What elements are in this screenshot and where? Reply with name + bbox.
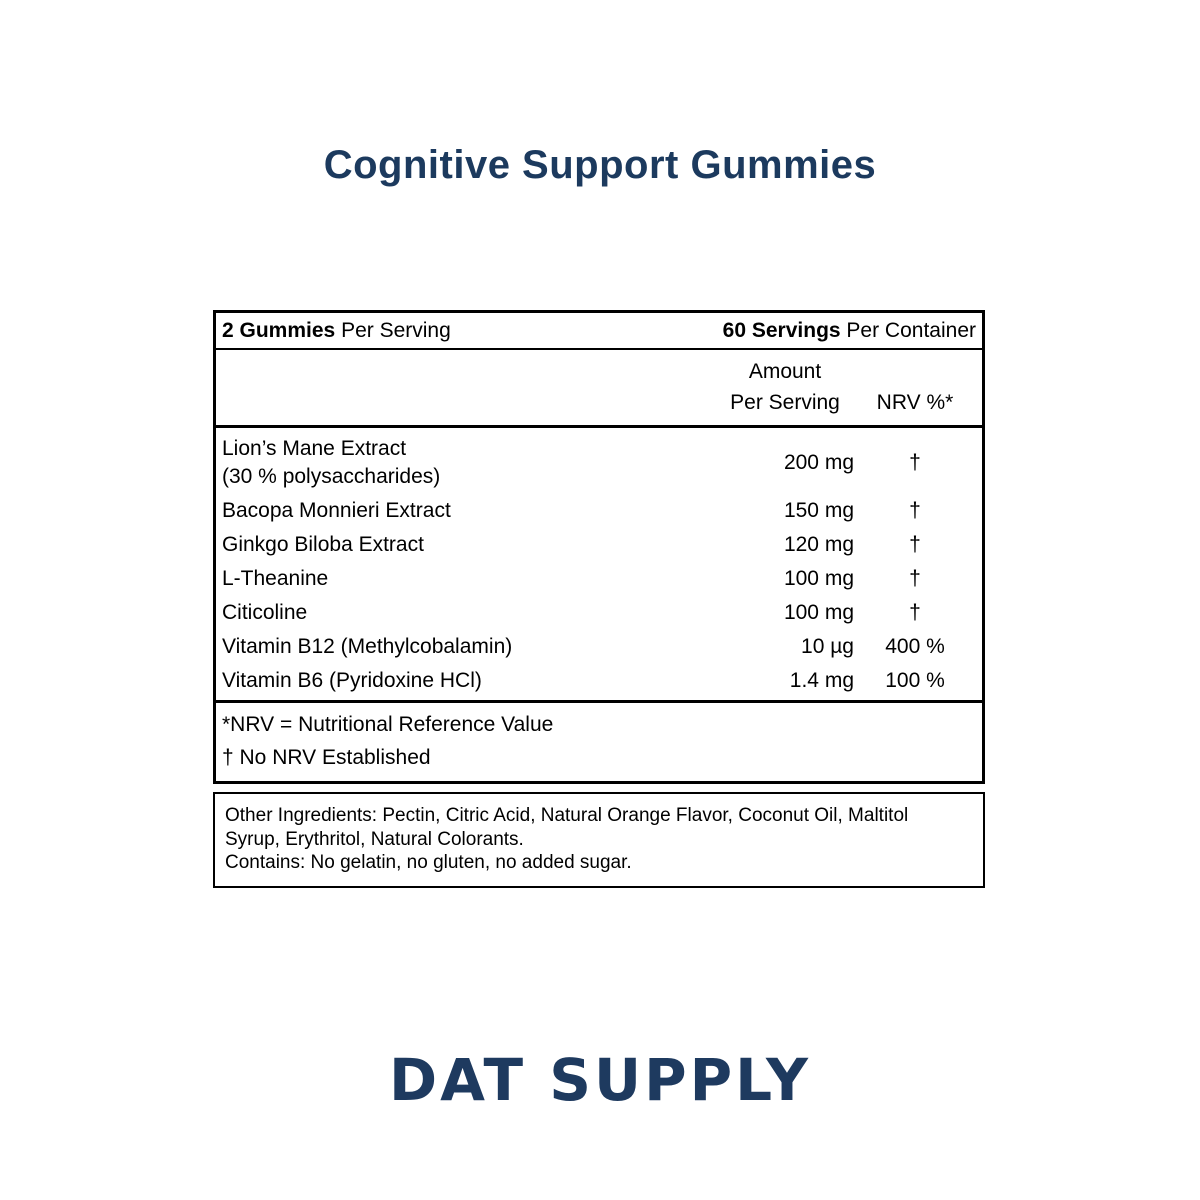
ingredient-name: L-Theanine: [222, 565, 716, 593]
servings-per-container: 60 Servings Per Container: [723, 317, 976, 344]
ingredient-name-line1: Lion’s Mane Extract: [222, 437, 407, 460]
ingredient-name: Ginkgo Biloba Extract: [222, 531, 716, 559]
ingredient-name-line1: Ginkgo Biloba Extract: [222, 533, 424, 556]
ingredient-name-line1: Vitamin B12 (Methylcobalamin): [222, 635, 513, 658]
amount-column-header: Amount Per Serving: [716, 356, 854, 418]
ingredient-name: Citicoline: [222, 599, 716, 627]
ingredient-nrv: †: [909, 499, 921, 522]
ingredient-name: Vitamin B12 (Methylcobalamin): [222, 633, 716, 661]
table-row: Lion’s Mane Extract (30 % polysaccharide…: [216, 432, 982, 494]
table-row: Citicoline 100 mg †: [216, 596, 982, 630]
table-footnotes: *NRV = Nutritional Reference Value † No …: [216, 700, 982, 781]
ingredient-nrv: †: [909, 567, 921, 590]
ingredient-name-line1: Citicoline: [222, 601, 308, 624]
other-ingredients-box: Other Ingredients: Pectin, Citric Acid, …: [213, 792, 985, 888]
amount-header-line2: Per Serving: [730, 391, 840, 414]
contains-text: Contains: No gelatin, no gluten, no adde…: [225, 852, 632, 873]
ingredient-name-line1: Vitamin B6 (Pyridoxine HCl): [222, 669, 482, 692]
ingredient-name-line2: (30 % polysaccharides): [222, 465, 441, 488]
serving-size-value: 2 Gummies: [222, 319, 336, 342]
serving-size-label: Per Serving: [341, 319, 451, 342]
serving-info-row: 2 Gummies Per Serving 60 Servings Per Co…: [216, 313, 982, 350]
table-row: Vitamin B6 (Pyridoxine HCl) 1.4 mg 100 %: [216, 664, 982, 698]
table-row: L-Theanine 100 mg †: [216, 562, 982, 596]
ingredient-amount: 100 mg: [783, 567, 854, 590]
ingredient-amount: 120 mg: [783, 533, 854, 556]
ingredient-nrv: 100 %: [885, 669, 945, 692]
amount-header-line1: Amount: [748, 360, 822, 383]
product-title: Cognitive Support Gummies: [323, 142, 877, 187]
ingredient-amount: 100 mg: [783, 601, 854, 624]
container-servings-value: 60 Servings: [722, 319, 841, 342]
ingredient-amount: 1.4 mg: [789, 669, 854, 692]
ingredient-name: Bacopa Monnieri Extract: [222, 497, 716, 525]
container-servings-label: Per Container: [846, 319, 976, 342]
ingredient-name: Vitamin B6 (Pyridoxine HCl): [222, 667, 716, 695]
column-header-row: Amount Per Serving NRV %*: [216, 350, 982, 428]
ingredient-amount: 10 µg: [801, 635, 854, 658]
nrv-definition-footnote: *NRV = Nutritional Reference Value: [222, 713, 554, 736]
ingredient-nrv: †: [909, 451, 921, 474]
supplement-facts-table: 2 Gummies Per Serving 60 Servings Per Co…: [213, 310, 985, 784]
ingredient-name-line1: Bacopa Monnieri Extract: [222, 499, 451, 522]
table-row: Bacopa Monnieri Extract 150 mg †: [216, 494, 982, 528]
ingredient-nrv: †: [909, 533, 921, 556]
table-row: Ginkgo Biloba Extract 120 mg †: [216, 528, 982, 562]
ingredient-rows: Lion’s Mane Extract (30 % polysaccharide…: [216, 428, 982, 700]
ingredient-nrv: †: [909, 601, 921, 624]
no-nrv-footnote: † No NRV Established: [222, 746, 431, 769]
ingredient-name-line1: L-Theanine: [222, 567, 329, 590]
nrv-column-header: NRV %*: [876, 391, 954, 414]
table-row: Vitamin B12 (Methylcobalamin) 10 µg 400 …: [216, 630, 982, 664]
ingredient-amount: 150 mg: [783, 499, 854, 522]
other-ingredients-text: Other Ingredients: Pectin, Citric Acid, …: [225, 805, 909, 850]
servings-per-serving: 2 Gummies Per Serving: [222, 317, 451, 344]
ingredient-name: Lion’s Mane Extract (30 % polysaccharide…: [222, 435, 716, 491]
brand-logo: DAT SUPPLY: [388, 1046, 812, 1114]
ingredient-nrv: 400 %: [885, 635, 945, 658]
ingredient-amount: 200 mg: [783, 451, 854, 474]
